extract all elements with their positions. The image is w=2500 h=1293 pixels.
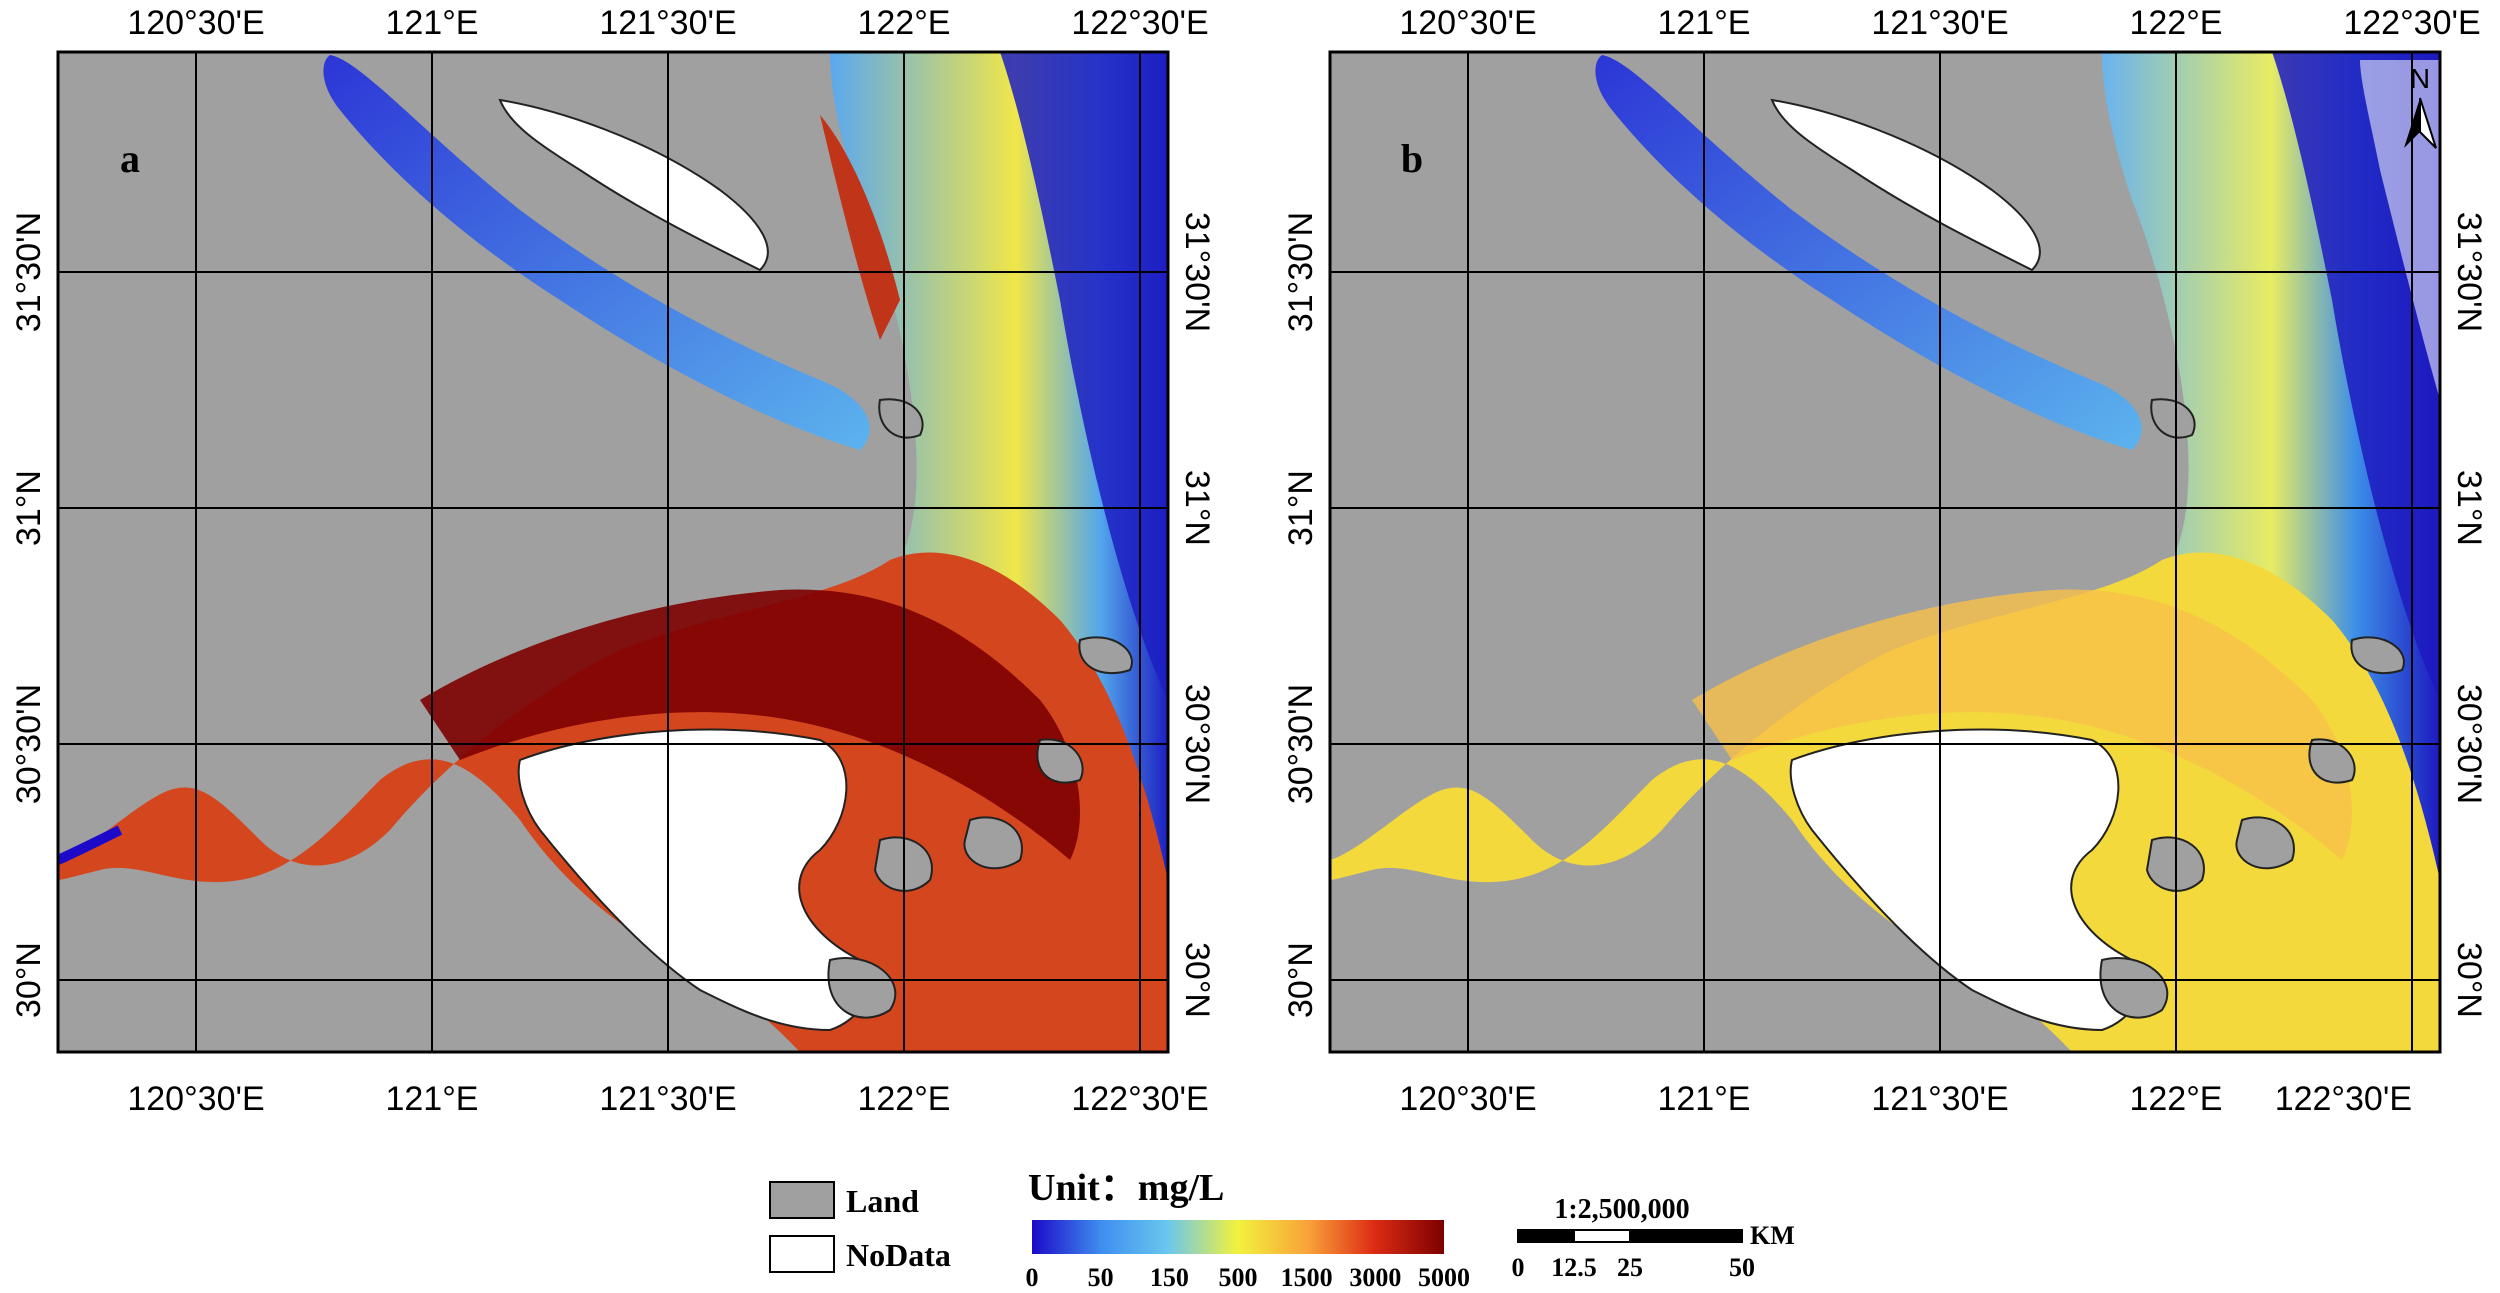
lon-tick-top: 120°30'E (127, 4, 264, 42)
yangtze-river (323, 55, 870, 450)
lon-tick-bottom: 121°30'E (599, 1080, 736, 1118)
lon-tick-top: 122°30'E (2343, 4, 2480, 42)
lon-tick-bottom: 122°E (2129, 1080, 2222, 1118)
lat-tick-right: 31°N (1178, 470, 1216, 546)
lon-tick-top: 121°30'E (599, 4, 736, 42)
north-arrow-icon (2404, 97, 2437, 149)
lat-tick-right: 31°30'N (2450, 212, 2488, 332)
colorbar-tick: 0 (1026, 1263, 1039, 1292)
colorbar-unit: Unit：mg/L (1028, 1167, 1224, 1209)
map-panel-b: b N 120°30'E 121°E 121°30'E 122°E 122°30… (1282, 4, 2488, 1118)
scale-bar: 1:2,500,000 KM 0 12.5 25 50 (1512, 1194, 1795, 1282)
lon-tick-bottom: 120°30'E (1399, 1080, 1536, 1118)
graticule (58, 52, 1168, 1052)
lat-tick-right: 30°N (1178, 942, 1216, 1018)
colorbar-tick: 500 (1219, 1263, 1258, 1292)
graticule (1330, 52, 2440, 1052)
lat-tick-left: 31°30'N (1282, 212, 1320, 332)
scale-ratio: 1:2,500,000 (1554, 1194, 1689, 1225)
colorbar-tick: 150 (1150, 1263, 1189, 1292)
colorbar-tick: 1500 (1281, 1263, 1333, 1292)
lat-tick-left: 30°30'N (1282, 684, 1320, 804)
lat-tick-left: 30°N (10, 942, 48, 1018)
panel-label-a: a (120, 136, 140, 181)
lon-tick-bottom: 121°E (1657, 1080, 1750, 1118)
lon-tick-bottom: 120°30'E (127, 1080, 264, 1118)
lon-tick-bottom: 121°E (385, 1080, 478, 1118)
lon-tick-bottom: 122°30'E (1071, 1080, 1208, 1118)
panel-label-b: b (1401, 136, 1423, 181)
north-label: N (2410, 63, 2430, 94)
colorbar-tick: 50 (1088, 1263, 1114, 1292)
nodata-swatch (769, 1235, 835, 1273)
lon-tick-top: 122°E (857, 4, 950, 42)
lon-tick-top: 121°E (385, 4, 478, 42)
colorbar (1032, 1220, 1444, 1254)
map-panel-a: a 120°30'E 121°E 121°30'E 122°E 122°30'E… (10, 4, 1216, 1118)
lat-tick-right: 31°N (2450, 470, 2488, 546)
lat-tick-left: 31°30'N (10, 212, 48, 332)
lon-tick-top: 121°30'E (1871, 4, 2008, 42)
lat-tick-left: 31°N (10, 470, 48, 546)
lon-tick-top: 121°E (1657, 4, 1750, 42)
lon-tick-top: 122°E (2129, 4, 2222, 42)
lon-tick-top: 122°30'E (1071, 4, 1208, 42)
land-label: Land (846, 1183, 919, 1219)
lon-tick-bottom: 122°30'E (2275, 1080, 2412, 1118)
scale-tick: 50 (1729, 1253, 1755, 1282)
lon-tick-bottom: 121°30'E (1871, 1080, 2008, 1118)
yangtze-river (1595, 55, 2142, 450)
map-frame (56, 50, 1170, 1054)
lat-tick-left: 31°N (1282, 470, 1320, 546)
land-swatch (769, 1181, 835, 1219)
lat-tick-right: 30°N (2450, 942, 2488, 1018)
lat-tick-right: 30°30'N (2450, 684, 2488, 804)
map-frame (1328, 50, 2442, 1054)
lon-tick-bottom: 122°E (857, 1080, 950, 1118)
colorbar-tick: 5000 (1418, 1263, 1470, 1292)
lat-tick-right: 31°30'N (1178, 212, 1216, 332)
lon-tick-top: 120°30'E (1399, 4, 1536, 42)
scale-tick: 25 (1617, 1253, 1643, 1282)
scale-unit: KM (1750, 1221, 1795, 1250)
legend: Land NoData Unit：mg/L 0 50 150 500 1500 3000 5… (769, 1167, 1470, 1292)
colorbar-tick: 3000 (1349, 1263, 1401, 1292)
scale-tick: 12.5 (1551, 1253, 1597, 1282)
lat-tick-left: 30°30'N (10, 684, 48, 804)
nodata-label: NoData (846, 1237, 951, 1273)
scale-tick: 0 (1512, 1253, 1525, 1282)
lat-tick-right: 30°30'N (1178, 684, 1216, 804)
lat-tick-left: 30°N (1282, 942, 1320, 1018)
